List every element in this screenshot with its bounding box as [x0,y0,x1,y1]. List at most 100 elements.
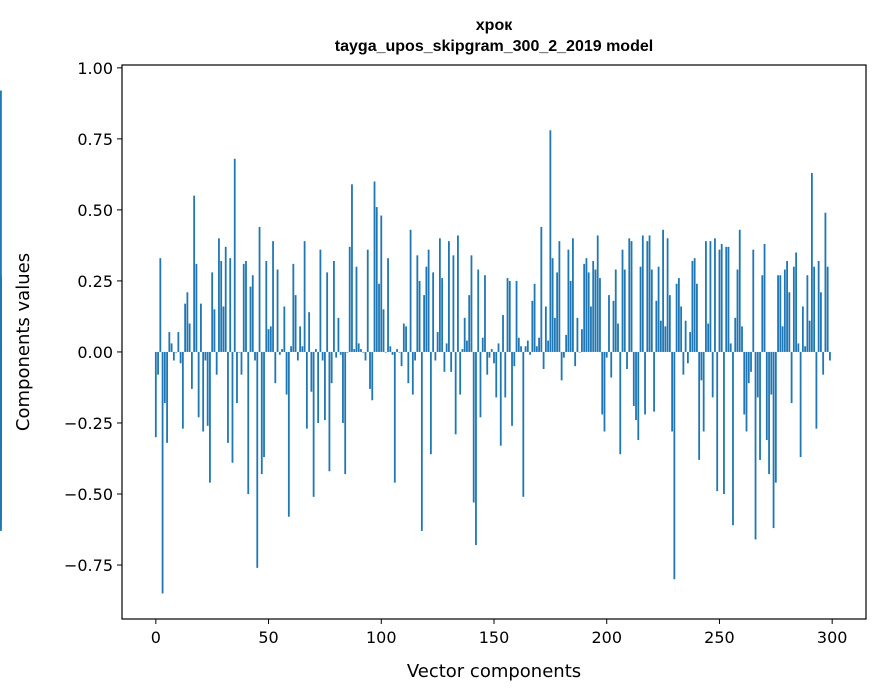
bar [351,184,353,352]
bar [267,329,270,352]
bar [429,351,432,455]
bar [506,278,509,352]
y-tick-label: 0.00 [77,343,113,362]
bar [206,351,209,426]
bar [326,272,329,352]
bar [551,258,554,352]
bar [0,351,2,529]
bar [184,303,187,352]
bar [592,261,595,352]
bar [0,351,2,435]
bar [222,306,225,352]
bar [533,283,536,352]
bar [213,309,216,352]
bar [736,269,739,352]
bar [0,90,2,352]
bar [628,238,631,352]
bar [650,269,653,352]
bar [544,306,547,352]
bar [308,312,311,352]
bar [247,351,250,494]
bar [409,229,412,352]
bar [342,351,344,423]
bar [166,351,168,443]
bar [655,300,658,352]
x-tick-label: 100 [366,628,397,647]
bar [511,351,513,426]
bar [572,238,574,352]
bar [524,346,527,352]
bar [725,246,728,352]
bar [457,235,459,352]
bar [689,332,692,352]
bar [450,351,453,372]
bar [822,351,825,375]
bar [258,226,261,352]
y-tick-label: −0.75 [64,556,113,575]
bar [639,266,642,352]
bar [562,351,565,358]
bar [677,278,680,352]
bar [502,315,504,352]
bar [653,351,655,412]
bar [380,215,383,352]
bar [734,317,737,352]
bar [635,351,637,421]
bar [515,280,518,352]
bar [475,351,477,546]
bar [179,351,182,364]
bar [369,351,371,389]
bar [161,351,164,594]
bar [382,309,385,352]
bar [716,351,719,492]
bar [693,258,696,352]
bar [664,326,667,352]
bar [565,334,568,352]
bar [612,300,615,352]
bar [526,340,529,352]
bar [272,241,274,352]
bar [287,351,290,517]
bar [587,272,590,352]
bar [601,351,604,415]
bar [754,351,757,540]
bar [495,351,498,398]
bar [484,275,486,352]
bar [621,249,624,352]
x-tick-label: 50 [258,628,278,647]
bar [786,261,788,352]
bar [686,351,689,364]
bar [581,329,583,352]
bar [335,351,338,358]
bar [195,263,198,352]
bar [698,351,701,460]
bar [242,263,245,352]
bar [355,266,358,352]
bar [186,292,189,352]
bar [402,323,405,352]
bar [0,315,2,352]
bar [817,261,820,352]
bar [364,351,367,361]
x-tick-label: 0 [151,628,161,647]
bar [434,351,437,361]
bar [432,272,435,352]
bar [305,351,308,429]
y-tick-label: −0.50 [64,485,113,504]
x-tick-label: 200 [591,628,622,647]
bar [574,351,577,367]
bar [197,351,200,418]
bar [154,351,157,438]
bar [743,351,746,415]
x-tick-label: 150 [479,628,510,647]
bar [637,351,640,441]
bar [202,351,205,432]
bar [542,351,545,369]
bar [630,241,633,352]
bars-group [0,90,831,594]
bar [662,229,664,352]
bar [718,249,721,352]
bar [159,258,162,352]
bar [296,351,299,361]
bar [738,229,741,352]
